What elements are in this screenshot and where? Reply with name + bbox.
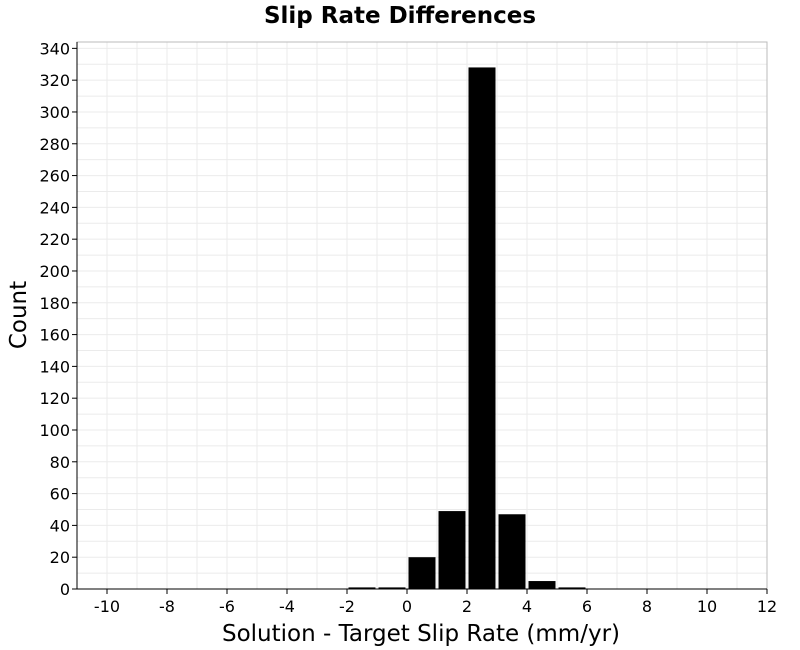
histogram-bar bbox=[348, 587, 376, 589]
y-tick-label: 160 bbox=[39, 326, 70, 345]
y-tick-label: 40 bbox=[50, 516, 70, 535]
y-tick-label: 260 bbox=[39, 167, 70, 186]
plot-frame bbox=[76, 41, 768, 590]
plot-border bbox=[76, 41, 768, 590]
bars bbox=[348, 67, 586, 589]
x-tick-label: -4 bbox=[279, 597, 295, 616]
y-axis-label: Count bbox=[6, 281, 32, 349]
y-tick-label: 220 bbox=[39, 230, 70, 249]
y-tick-label: 120 bbox=[39, 389, 70, 408]
x-tick-label: -6 bbox=[219, 597, 235, 616]
grid-lines bbox=[76, 42, 768, 590]
x-tick-label: 0 bbox=[402, 597, 412, 616]
chart-title: Slip Rate Differences bbox=[264, 3, 536, 29]
y-tick-label: 240 bbox=[39, 198, 70, 217]
y-tick-label: 280 bbox=[39, 135, 70, 154]
x-axis-ticks: -10 -8 -6 -4 -2 0 2 4 6 8 10 12 bbox=[94, 589, 777, 616]
x-tick-label: 8 bbox=[642, 597, 652, 616]
y-axis-ticks: 0 20 40 60 80 100 120 140 160 180 200 220 240 260 280 3… bbox=[39, 39, 77, 599]
x-tick-label: 4 bbox=[522, 597, 532, 616]
x-tick-label: 6 bbox=[582, 597, 592, 616]
y-tick-label: 200 bbox=[39, 262, 70, 281]
y-tick-label: 340 bbox=[39, 39, 70, 58]
histogram-bar bbox=[558, 587, 586, 589]
y-tick-label: 20 bbox=[50, 548, 70, 567]
x-tick-label: -2 bbox=[339, 597, 355, 616]
histogram-bar bbox=[408, 557, 436, 589]
y-tick-label: 60 bbox=[50, 485, 70, 504]
x-axis-label: Solution - Target Slip Rate (mm/yr) bbox=[222, 621, 620, 647]
x-tick-label: 12 bbox=[757, 597, 777, 616]
y-tick-label: 0 bbox=[60, 580, 70, 599]
y-tick-label: 80 bbox=[50, 453, 70, 472]
x-tick-label: 10 bbox=[697, 597, 717, 616]
histogram-bar bbox=[528, 581, 556, 589]
histogram-bar bbox=[498, 514, 526, 589]
histogram-bar bbox=[378, 587, 406, 589]
x-tick-label: -10 bbox=[94, 597, 120, 616]
histogram-bar bbox=[468, 67, 496, 589]
histogram-bar bbox=[438, 511, 466, 589]
y-tick-label: 140 bbox=[39, 357, 70, 376]
y-tick-label: 320 bbox=[39, 71, 70, 90]
y-tick-label: 180 bbox=[39, 294, 70, 313]
x-tick-label: -8 bbox=[159, 597, 175, 616]
y-tick-label: 300 bbox=[39, 103, 70, 122]
y-tick-label: 100 bbox=[39, 421, 70, 440]
x-tick-label: 2 bbox=[462, 597, 472, 616]
